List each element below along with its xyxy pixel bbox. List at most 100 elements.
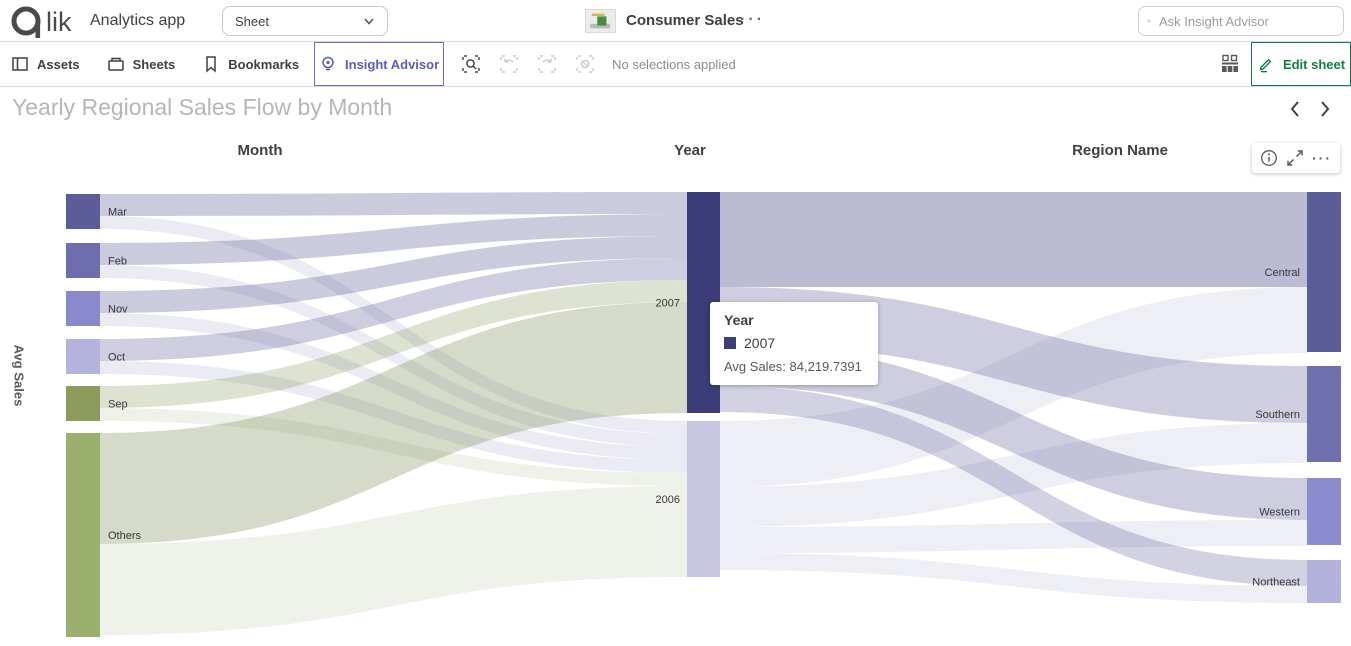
sankey-chart-container: Mar Feb Nov Oct Sep Others 2007 2006 Central Sout… [0,132,1351,646]
app-name: Analytics app [90,12,186,29]
assets-button[interactable]: Assets [11,42,80,86]
sheets-button[interactable]: Sheets [107,42,176,86]
sankey-link-Others-2007[interactable] [100,302,687,544]
chevron-down-icon [364,18,374,25]
edit-sheet-label: Edit sheet [1282,56,1346,72]
sankey-node-Mar[interactable] [66,194,100,229]
sankey-link-2006-Northeast[interactable] [720,553,1307,603]
redo-icon [538,55,556,73]
search-icon [1147,19,1151,23]
sankey-node-label-Sep: Sep [108,399,128,411]
prev-sheet-icon[interactable] [1288,100,1302,118]
insight-advisor-label: Insight Advisor [345,56,440,72]
assets-icon [12,57,28,71]
next-sheet-icon[interactable] [1318,100,1332,118]
sankey-link-Sep-2007[interactable] [100,280,687,408]
expand-icon[interactable] [1286,149,1304,167]
sankey-link-Oct-2006[interactable] [100,361,687,473]
clear-selections-icon [576,55,594,73]
sankey-node-label-Western: Western [1259,507,1300,519]
sankey-link-Mar-2007[interactable] [100,192,687,216]
sheet-selector-value: Sheet [235,13,269,29]
sheet-selector-dropdown[interactable]: Sheet [222,6,388,36]
sankey-node-label-Feb: Feb [108,256,127,268]
svg-text:lik: lik [46,7,72,37]
tooltip-dimension: Year [724,312,754,328]
sankey-node-Southern[interactable] [1307,366,1341,462]
column-header-month: Month [237,142,283,159]
sheets-icon [107,57,124,71]
sankey-node-Central[interactable] [1307,192,1341,352]
edit-sheet-button[interactable]: Edit sheet [1251,42,1351,86]
bookmarks-button[interactable]: Bookmarks [202,42,299,86]
sankey-node-Feb[interactable] [66,243,100,278]
sankey-node-Others[interactable] [66,433,100,637]
sankey-node-label-Mar: Mar [108,207,127,219]
sankey-link-Nov-2006[interactable] [100,313,687,460]
sankey-node-label-Southern: Southern [1255,409,1300,421]
undo-selection-button [498,53,520,75]
sankey-node-label-Nov: Nov [108,304,128,316]
sankey-link-Mar-2006[interactable] [100,216,687,434]
document-title: Consumer Sales [626,12,744,29]
edit-pencil-icon [1259,58,1272,73]
measure-axis-label: Avg Sales [11,344,27,407]
sankey-link-2007-Central[interactable] [720,192,1307,287]
chart-tooltip: Year 2007 Avg Sales: 84,219.7391 [710,302,878,385]
tooltip-swatch [724,337,736,349]
sankey-link-2006-Central[interactable] [720,287,1307,487]
bookmarks-label: Bookmarks [228,56,300,72]
app-thumbnail [585,9,616,33]
sankey-link-Feb-2007[interactable] [100,214,687,265]
more-icon[interactable]: ··· [1312,150,1332,166]
sankey-node-label-Others: Others [108,530,142,542]
sankey-node-label-2007: 2007 [656,298,680,310]
tooltip-measure: Avg Sales: 84,219.7391 [724,359,862,374]
sankey-link-Feb-2006[interactable] [100,265,687,447]
clear-selections-button [574,53,596,75]
redo-selection-button [536,53,558,75]
sankey-link-2006-Western[interactable] [720,520,1307,553]
column-header-region: Region Name [1072,142,1168,159]
selections-search-button[interactable] [460,53,482,75]
top-bar: lik Analytics app Sheet Consumer Sales ·… [0,0,1351,42]
sankey-link-2007-Northeast[interactable] [720,386,1307,586]
sankey-node-label-Northeast: Northeast [1252,577,1300,589]
column-header-year: Year [674,142,706,159]
assets-label: Assets [37,56,80,72]
sheet-grid-button[interactable] [1219,42,1241,86]
insight-advisor-button[interactable]: Insight Advisor [314,42,445,86]
sankey-link-Nov-2007[interactable] [100,236,687,313]
bookmark-icon [206,56,217,73]
insight-advisor-icon [322,56,334,71]
sankey-link-Others-2006[interactable] [100,486,687,635]
toolbar: Assets Sheets Bookmarks Insight Advisor [0,42,1351,87]
sankey-link-Oct-2007[interactable] [100,258,687,361]
sankey-node-Northeast[interactable] [1307,560,1341,603]
sankey-node-label-2006: 2006 [656,494,680,506]
insight-advisor-search[interactable] [1138,6,1344,36]
sheets-label: Sheets [132,56,176,72]
sankey-node-label-Oct: Oct [108,352,125,364]
search-input[interactable] [1159,13,1335,29]
selections-search-icon [462,55,480,73]
title-bar: Yearly Regional Sales Flow by Month [0,87,1351,132]
sankey-node-Oct[interactable] [66,339,100,374]
sheet-grid-icon [1222,54,1238,72]
sheet-title: Yearly Regional Sales Flow by Month [12,94,393,120]
sankey-node-Western[interactable] [1307,478,1341,545]
sankey-node-label-Central: Central [1265,267,1300,279]
chart-hover-toolbar: ··· [1252,143,1340,173]
sankey-node-Sep[interactable] [66,386,100,421]
info-icon[interactable] [1260,149,1278,167]
more-icon[interactable]: ··· [740,11,765,28]
sankey-link-Sep-2006[interactable] [100,408,687,486]
qlik-logo[interactable]: lik [8,1,86,41]
sankey-chart: Mar Feb Nov Oct Sep Others 2007 2006 Central Sout… [66,192,1341,637]
sankey-link-2007-Western[interactable] [720,344,1307,520]
undo-icon [500,55,518,73]
sankey-node-2006[interactable] [687,421,720,577]
sankey-node-Nov[interactable] [66,291,100,326]
sankey-link-2006-Southern[interactable] [720,423,1307,527]
selections-status: No selections applied [612,56,736,72]
